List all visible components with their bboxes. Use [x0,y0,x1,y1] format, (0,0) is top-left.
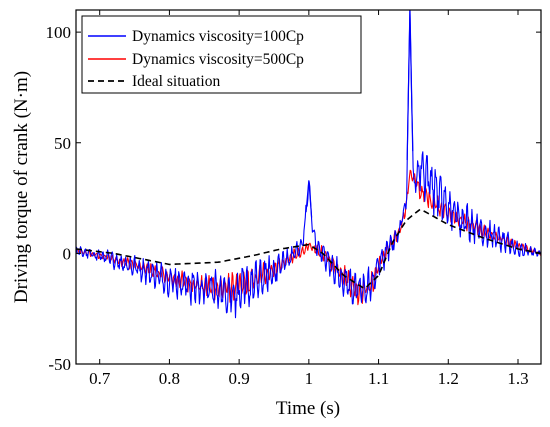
y-tick-label: 50 [54,134,71,153]
x-tick-label: 0.9 [229,369,250,388]
y-axis: -50 0 50 100 [46,23,541,374]
y-tick-label: -50 [48,355,71,374]
y-tick-label: 0 [63,244,72,263]
x-tick-label: 0.8 [159,369,180,388]
x-tick-label: 1 [305,369,314,388]
legend-label-500cp: Dynamics viscosity=500Cp [132,51,304,68]
x-axis: 0.7 0.8 0.9 1 1.1 1.2 1.3 [89,10,529,388]
x-tick-label: 1.2 [438,369,459,388]
plot-area [76,10,541,319]
x-tick-label: 1.3 [507,369,528,388]
y-tick-label: 100 [46,23,72,42]
x-axis-label: Time (s) [276,398,340,419]
series-100cp-peak [406,10,414,161]
x-tick-label: 0.7 [89,369,111,388]
series-100cp-peak [305,180,313,218]
x-tick-label: 1.1 [368,369,389,388]
series-ideal-line [76,208,541,290]
legend-label-100cp: Dynamics viscosity=100Cp [132,28,304,45]
legend-box [81,15,362,94]
y-axis-label: Driving torque of crank (N·m) [11,71,32,303]
legend-label-ideal: Ideal situation [132,73,220,90]
legend: Dynamics viscosity=100Cp Dynamics viscos… [81,15,362,94]
